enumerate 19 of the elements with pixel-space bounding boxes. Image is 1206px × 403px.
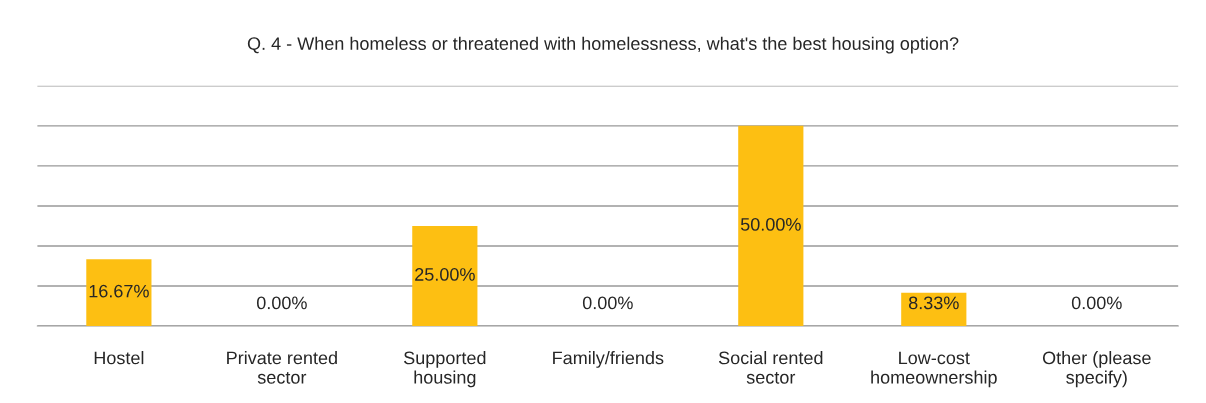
data-label: 16.67%	[89, 284, 149, 298]
x-tick-label: Low-cost homeownership	[871, 351, 997, 388]
bar	[901, 292, 967, 327]
x-tick-label: Supported housing	[404, 351, 486, 388]
bar	[86, 259, 152, 327]
chart-title: Q. 4 - When homeless or threatened with homelessness, what's the best housing option?	[247, 36, 959, 54]
data-label: 25.00%	[415, 268, 475, 281]
data-label: 0.00%	[1071, 296, 1122, 310]
data-label: 8.33%	[908, 296, 959, 310]
data-label: 50.00%	[740, 218, 801, 231]
x-tick-label: Social rented sector	[718, 351, 823, 384]
bar	[412, 225, 478, 327]
x-tick-label: Private rented sector	[227, 351, 337, 384]
x-tick-label: Family/friends	[553, 351, 664, 368]
x-tick-label: Hostel	[94, 351, 144, 365]
data-label: 0.00%	[582, 296, 633, 310]
bar	[738, 125, 804, 327]
data-label: 0.00%	[256, 296, 307, 310]
x-tick-label: Other (please specify)	[1042, 351, 1151, 388]
